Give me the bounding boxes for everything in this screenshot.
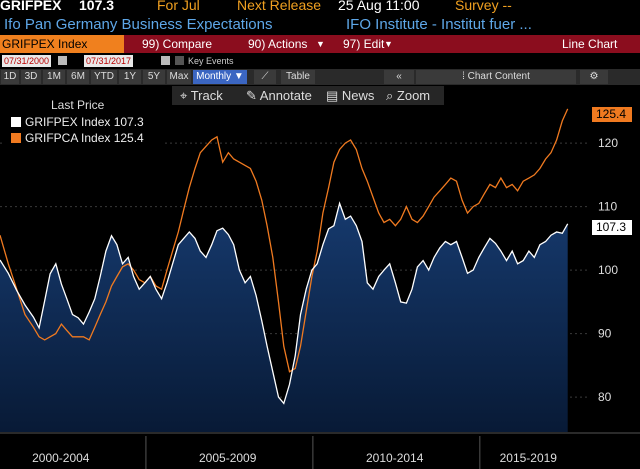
next-release-label: Next Release — [237, 0, 322, 13]
header-row: GRIFPEX 107.3 For Jul Next Release 25 Au… — [0, 0, 640, 15]
legend-swatch — [11, 133, 21, 143]
range-1m[interactable]: 1M — [43, 70, 65, 84]
legend-item-grifpca: GRIFPCA Index 125.4 — [11, 131, 144, 145]
collapse-icon[interactable]: « — [384, 70, 414, 84]
news-button[interactable]: ▤ News — [326, 88, 375, 103]
end-date-field[interactable]: 07/31/2017 — [84, 55, 134, 67]
period-label: For Jul — [157, 0, 200, 13]
legend-title: Last Price — [51, 98, 105, 112]
period-dropdown[interactable]: Monthly ▼ — [193, 70, 247, 84]
range-max[interactable]: Max — [167, 70, 191, 84]
last-value-tag-grifpca: 125.4 — [592, 107, 632, 122]
zoom-button[interactable]: ⌕ Zoom — [386, 88, 431, 103]
track-button[interactable]: ⌖ Track — [180, 88, 223, 103]
legend-label: GRIFPCA Index 125.4 — [25, 131, 144, 145]
y-tick-label: 100 — [598, 263, 618, 277]
chart-content-label: Chart Content — [467, 71, 530, 82]
calendar-icon[interactable] — [58, 56, 67, 65]
zoom-label: Zoom — [396, 88, 431, 103]
last-price: 107.3 — [79, 0, 115, 13]
edit-chevron-icon[interactable]: ▼ — [384, 39, 393, 49]
y-tick-label: 120 — [598, 136, 618, 150]
legend-label: GRIFPEX Index 107.3 — [25, 115, 144, 129]
line-chart: 80 90 100 110 120 2000-2004 2005-2009 2010-2014… — [0, 86, 640, 469]
range-5y[interactable]: 5Y — [143, 70, 165, 84]
y-tick-label: 90 — [598, 327, 612, 341]
x-tick-label: 2000-2004 — [32, 451, 90, 465]
grifpca-line — [0, 108, 569, 373]
key-events-label: Key Events — [188, 56, 234, 66]
x-tick-label: 2015-2019 — [500, 451, 558, 465]
x-tick-label: 2010-2014 — [366, 451, 424, 465]
range-toolbar: 1D 3D 1M 6M YTD 1Y 5Y Max Monthly ▼ ⟋ Ta… — [0, 69, 640, 85]
chart-panel: 80 90 100 110 120 2000-2004 2005-2009 2010-2014… — [0, 86, 640, 469]
header-title-row: Ifo Pan Germany Business Expectations IF… — [0, 15, 640, 35]
legend-swatch — [11, 117, 21, 127]
range-6m[interactable]: 6M — [67, 70, 89, 84]
function-toolbar: 99) Compare 90) Actions ▼ 97) Edit ▼ Lin… — [0, 35, 640, 53]
range-3d[interactable]: 3D — [21, 70, 41, 84]
table-button[interactable]: Table — [281, 70, 315, 84]
source-name: IFO Institute - Institut fuer ... — [346, 16, 532, 33]
security-input[interactable]: GRIFPEX Index — [0, 35, 124, 53]
settings-gear-icon[interactable]: ⚙ — [580, 70, 608, 84]
range-1y[interactable]: 1Y — [119, 70, 141, 84]
next-release-date: 25 Aug 11:00 — [338, 0, 420, 13]
last-value-tag-grifpex: 107.3 — [592, 220, 632, 235]
key-events-checkbox[interactable] — [175, 56, 184, 65]
index-title: Ifo Pan Germany Business Expectations — [4, 16, 273, 33]
grifpex-area — [0, 203, 568, 432]
y-tick-label: 110 — [598, 200, 617, 214]
chart-tools-bar: ⌖ Track ✎ Annotate ▤ News ⌕ Zoom — [172, 86, 444, 105]
annotate-button[interactable]: ✎ Annotate — [246, 88, 312, 103]
chart-type-label[interactable]: Line Chart — [562, 37, 618, 51]
grifpex-line — [0, 201, 569, 405]
legend: Last Price GRIFPEX Index 107.3 GRIFPCA I… — [2, 87, 164, 147]
track-label: Track — [190, 88, 223, 103]
x-axis-band — [0, 432, 640, 469]
ticker-symbol: GRIFPEX — [0, 0, 62, 13]
date-range-row: 07/31/2000 07/31/2017 Key Events — [0, 54, 640, 68]
period-label: Monthly — [196, 71, 232, 82]
start-date-field[interactable]: 07/31/2000 — [2, 55, 52, 67]
range-1d[interactable]: 1D — [1, 70, 19, 84]
actions-chevron-icon[interactable]: ▼ — [316, 39, 325, 49]
survey-label: Survey -- — [455, 0, 512, 13]
compare-button[interactable]: 99) Compare — [142, 37, 213, 51]
actions-button[interactable]: 90) Actions — [248, 37, 308, 51]
edit-button[interactable]: 97) Edit — [343, 37, 385, 51]
line-chart-icon[interactable]: ⟋ — [254, 70, 276, 84]
news-label: News — [341, 88, 375, 103]
legend-item-grifpex: GRIFPEX Index 107.3 — [11, 115, 144, 129]
range-ytd[interactable]: YTD — [91, 70, 117, 84]
y-tick-label: 80 — [598, 390, 612, 404]
chart-content-button[interactable]: ⁞ Chart Content — [416, 70, 576, 84]
calendar-icon[interactable] — [161, 56, 170, 65]
x-tick-label: 2005-2009 — [199, 451, 257, 465]
annotate-label: Annotate — [259, 88, 312, 103]
